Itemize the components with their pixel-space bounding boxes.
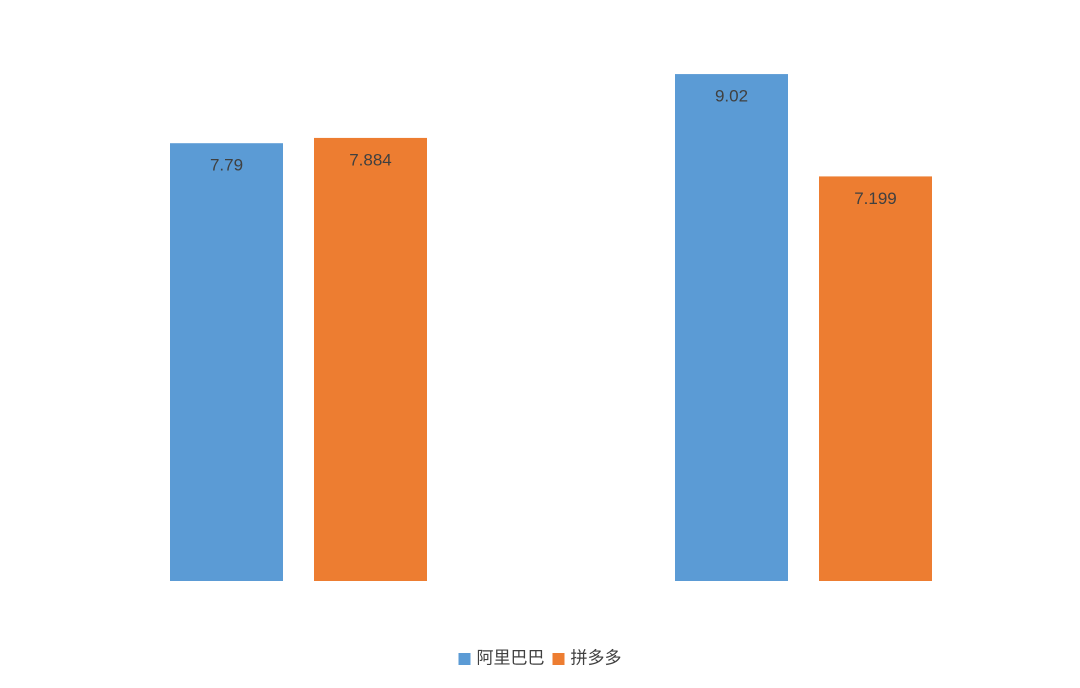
data-label: 7.199 (854, 189, 897, 208)
bar (314, 137, 427, 582)
legend-swatch (552, 653, 565, 665)
legend-label: 阿里巴巴 (477, 648, 545, 667)
data-label: 9.02 (715, 87, 748, 106)
legend-swatch (458, 653, 471, 665)
bar (170, 143, 283, 581)
legend-item: 阿里巴巴 (458, 648, 545, 667)
legend-item: 拼多多 (552, 648, 622, 667)
data-label: 7.79 (210, 156, 243, 175)
data-label: 7.884 (349, 150, 392, 169)
bar (819, 176, 932, 581)
bar (675, 74, 788, 582)
legend-label: 拼多多 (571, 648, 622, 667)
